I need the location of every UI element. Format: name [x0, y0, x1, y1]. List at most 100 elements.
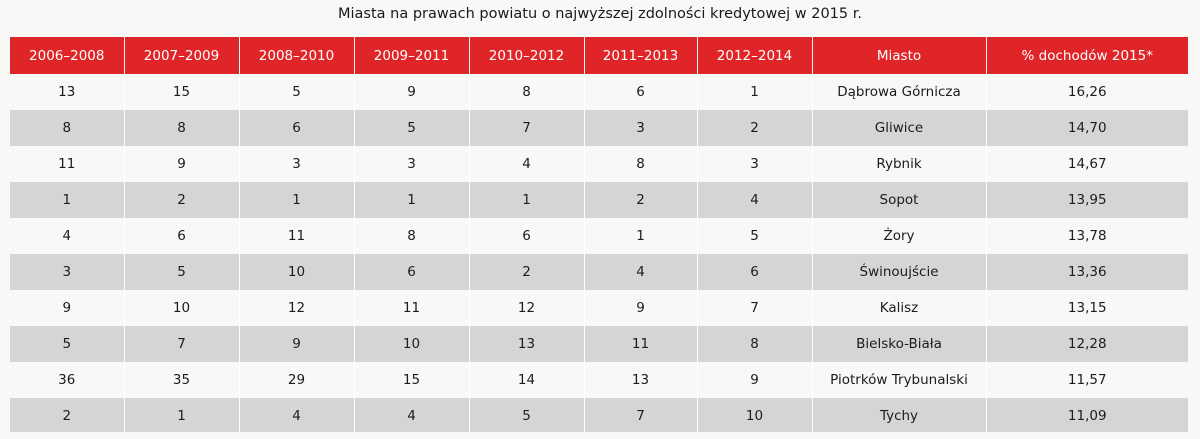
rank-2011-2013-cell: 8	[584, 146, 698, 182]
header-2011-2013: 2011–2013	[584, 37, 698, 74]
income-percent-cell: 16,26	[986, 74, 1188, 110]
rank-2008-2010-cell: 6	[239, 110, 355, 146]
ranking-table-container: 2006–2008 2007–2009 2008–2010 2009–2011 …	[10, 37, 1188, 434]
table-row: 5 7 9 10 13 11 8 Bielsko-Biała 12,28	[10, 326, 1188, 362]
header-row: 2006–2008 2007–2009 2008–2010 2009–2011 …	[10, 37, 1188, 74]
rank-2009-2011-cell: 9	[354, 74, 470, 110]
rank-2009-2011-cell: 1	[354, 182, 470, 218]
rank-2011-2013-cell: 4	[584, 254, 698, 290]
rank-2010-2012-cell: 14	[469, 362, 585, 398]
income-percent-cell: 11,57	[986, 362, 1188, 398]
rank-2010-2012-cell: 8	[469, 74, 585, 110]
table-title: Miasta na prawach powiatu o najwyższej z…	[338, 6, 862, 22]
table-row: 9 10 12 11 12 9 7 Kalisz 13,15	[10, 290, 1188, 326]
rank-2012-2014-cell: 5	[697, 218, 813, 254]
rank-2012-2014-cell: 1	[697, 74, 813, 110]
rank-2011-2013-cell: 2	[584, 182, 698, 218]
header-miasto: Miasto	[812, 37, 987, 74]
header-2012-2014: 2012–2014	[697, 37, 813, 74]
rank-2007-2009-cell: 15	[124, 74, 240, 110]
income-percent-cell: 13,78	[986, 218, 1188, 254]
rank-2010-2012-cell: 2	[469, 254, 585, 290]
city-name-cell: Świnoujście	[812, 254, 987, 290]
rank-2007-2009-cell: 10	[124, 290, 240, 326]
rank-2008-2010-cell: 9	[239, 326, 355, 362]
city-name-cell: Żory	[812, 218, 987, 254]
rank-2007-2009-cell: 6	[124, 218, 240, 254]
rank-2011-2013-cell: 7	[584, 398, 698, 434]
income-percent-cell: 14,70	[986, 110, 1188, 146]
table-row: 36 35 29 15 14 13 9 Piotrków Trybunalski 11,57	[10, 362, 1188, 398]
rank-2007-2009-cell: 8	[124, 110, 240, 146]
rank-2006-2008-cell: 2	[10, 398, 125, 434]
city-name-cell: Piotrków Trybunalski	[812, 362, 987, 398]
header-2009-2011: 2009–2011	[354, 37, 470, 74]
table-row: 4 6 11 8 6 1 5 Żory 13,78	[10, 218, 1188, 254]
rank-2007-2009-cell: 5	[124, 254, 240, 290]
city-name-cell: Dąbrowa Górnicza	[812, 74, 987, 110]
income-percent-cell: 13,36	[986, 254, 1188, 290]
table-header: 2006–2008 2007–2009 2008–2010 2009–2011 …	[10, 37, 1188, 74]
rank-2012-2014-cell: 9	[697, 362, 813, 398]
rank-2006-2008-cell: 36	[10, 362, 125, 398]
rank-2009-2011-cell: 8	[354, 218, 470, 254]
rank-2010-2012-cell: 12	[469, 290, 585, 326]
city-name-cell: Rybnik	[812, 146, 987, 182]
rank-2008-2010-cell: 29	[239, 362, 355, 398]
rank-2010-2012-cell: 1	[469, 182, 585, 218]
rank-2009-2011-cell: 5	[354, 110, 470, 146]
rank-2008-2010-cell: 3	[239, 146, 355, 182]
income-percent-cell: 13,95	[986, 182, 1188, 218]
city-name-cell: Sopot	[812, 182, 987, 218]
table-row: 8 8 6 5 7 3 2 Gliwice 14,70	[10, 110, 1188, 146]
rank-2006-2008-cell: 5	[10, 326, 125, 362]
rank-2008-2010-cell: 1	[239, 182, 355, 218]
income-percent-cell: 12,28	[986, 326, 1188, 362]
rank-2010-2012-cell: 5	[469, 398, 585, 434]
table-row: 2 1 4 4 5 7 10 Tychy 11,09	[10, 398, 1188, 434]
table-row: 13 15 5 9 8 6 1 Dąbrowa Górnicza 16,26	[10, 74, 1188, 110]
rank-2007-2009-cell: 2	[124, 182, 240, 218]
rank-2006-2008-cell: 3	[10, 254, 125, 290]
table-row: 11 9 3 3 4 8 3 Rybnik 14,67	[10, 146, 1188, 182]
rank-2006-2008-cell: 8	[10, 110, 125, 146]
rank-2011-2013-cell: 1	[584, 218, 698, 254]
table-body: 13 15 5 9 8 6 1 Dąbrowa Górnicza 16,26 8 8 6 5 7 3 2 Gli…	[10, 74, 1188, 434]
rank-2007-2009-cell: 7	[124, 326, 240, 362]
header-2007-2009: 2007–2009	[124, 37, 240, 74]
rank-2006-2008-cell: 9	[10, 290, 125, 326]
rank-2012-2014-cell: 8	[697, 326, 813, 362]
rank-2011-2013-cell: 11	[584, 326, 698, 362]
rank-2006-2008-cell: 13	[10, 74, 125, 110]
rank-2010-2012-cell: 13	[469, 326, 585, 362]
rank-2009-2011-cell: 6	[354, 254, 470, 290]
ranking-table: 2006–2008 2007–2009 2008–2010 2009–2011 …	[10, 37, 1188, 434]
rank-2007-2009-cell: 9	[124, 146, 240, 182]
rank-2008-2010-cell: 4	[239, 398, 355, 434]
table-row: 1 2 1 1 1 2 4 Sopot 13,95	[10, 182, 1188, 218]
income-percent-cell: 14,67	[986, 146, 1188, 182]
rank-2008-2010-cell: 12	[239, 290, 355, 326]
rank-2010-2012-cell: 4	[469, 146, 585, 182]
rank-2011-2013-cell: 3	[584, 110, 698, 146]
header-dochody-2015: % dochodów 2015*	[986, 37, 1188, 74]
rank-2012-2014-cell: 3	[697, 146, 813, 182]
rank-2012-2014-cell: 2	[697, 110, 813, 146]
header-2010-2012: 2010–2012	[469, 37, 585, 74]
rank-2009-2011-cell: 15	[354, 362, 470, 398]
rank-2006-2008-cell: 11	[10, 146, 125, 182]
income-percent-cell: 11,09	[986, 398, 1188, 434]
rank-2012-2014-cell: 4	[697, 182, 813, 218]
city-name-cell: Kalisz	[812, 290, 987, 326]
rank-2012-2014-cell: 10	[697, 398, 813, 434]
bottom-margin	[10, 432, 1188, 439]
rank-2008-2010-cell: 5	[239, 74, 355, 110]
rank-2009-2011-cell: 10	[354, 326, 470, 362]
rank-2008-2010-cell: 10	[239, 254, 355, 290]
city-name-cell: Tychy	[812, 398, 987, 434]
rank-2012-2014-cell: 7	[697, 290, 813, 326]
rank-2011-2013-cell: 9	[584, 290, 698, 326]
table-row: 3 5 10 6 2 4 6 Świnoujście 13,36	[10, 254, 1188, 290]
rank-2012-2014-cell: 6	[697, 254, 813, 290]
rank-2011-2013-cell: 13	[584, 362, 698, 398]
